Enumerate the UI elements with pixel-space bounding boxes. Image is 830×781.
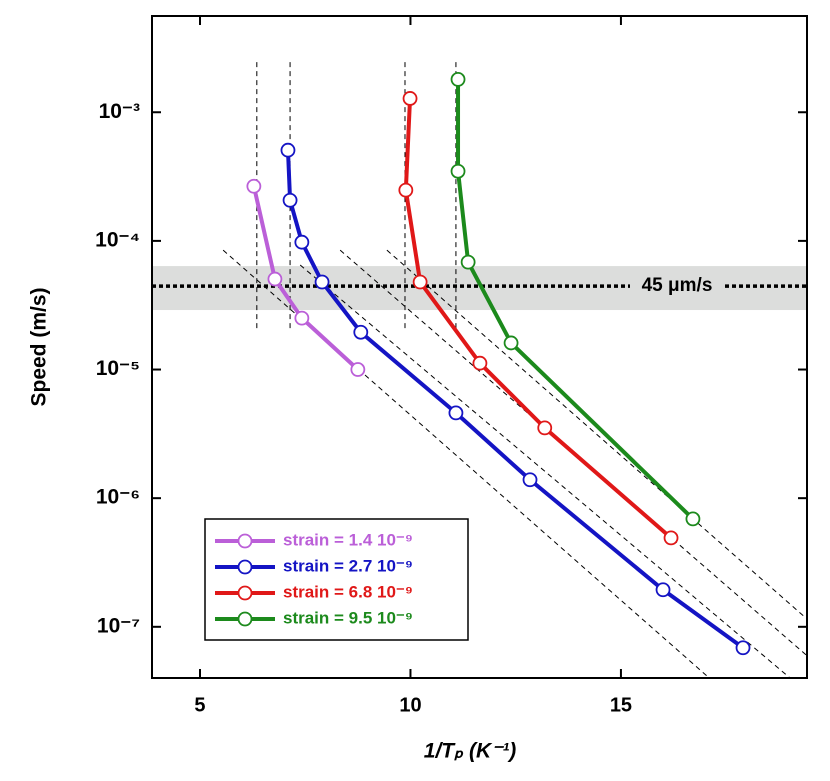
data-point [398, 182, 414, 198]
series-line [403, 98, 673, 540]
legend-label: strain = 6.8 10⁻⁹ [283, 582, 413, 601]
legend-marker [237, 533, 253, 549]
legend-marker [237, 611, 253, 627]
data-point [450, 72, 466, 87]
data-point [655, 582, 671, 598]
y-tick-label: 10⁻³ [99, 100, 140, 123]
band [152, 266, 807, 311]
data-point [280, 142, 296, 158]
data-point [294, 234, 310, 250]
data-point [294, 310, 310, 326]
x-axis-label: 1/Tₚ (K⁻¹) [424, 740, 516, 763]
threshold-label: 45 μm/s [642, 275, 713, 296]
data-point [412, 274, 428, 290]
data-point [663, 530, 679, 546]
data-point [353, 324, 369, 340]
data-point [402, 91, 418, 106]
y-axis-label: Speed (m/s) [28, 287, 51, 406]
data-point [314, 274, 330, 290]
data-point [735, 640, 751, 656]
legend-marker [237, 559, 253, 575]
data-point [450, 163, 466, 179]
reference-line [386, 249, 807, 620]
x-tick-label: 5 [194, 694, 205, 716]
data-point [246, 178, 262, 194]
data-point [503, 335, 519, 351]
x-tick-label: 10 [399, 694, 421, 716]
legend-marker [237, 585, 253, 601]
data-point [685, 511, 701, 527]
legend-label: strain = 2.7 10⁻⁹ [283, 556, 413, 575]
reference-line [299, 264, 791, 678]
data-point [522, 472, 538, 488]
x-tick-label: 15 [610, 694, 632, 716]
data-point [537, 420, 553, 436]
legend-label: strain = 9.5 10⁻⁹ [283, 608, 413, 627]
data-point [350, 362, 366, 377]
data-point [472, 355, 488, 371]
data-point [460, 254, 476, 270]
series-line [251, 185, 360, 372]
y-tick-label: 10⁻⁶ [96, 486, 140, 509]
plot-frame [151, 15, 808, 679]
y-tick-label: 10⁻⁷ [97, 614, 140, 637]
legend-label: strain = 1.4 10⁻⁹ [283, 530, 413, 549]
data-point [282, 192, 298, 208]
y-tick-label: 10⁻⁵ [96, 357, 140, 380]
data-point [267, 271, 283, 287]
data-point [448, 405, 464, 421]
y-tick-label: 10⁻⁴ [95, 228, 140, 251]
